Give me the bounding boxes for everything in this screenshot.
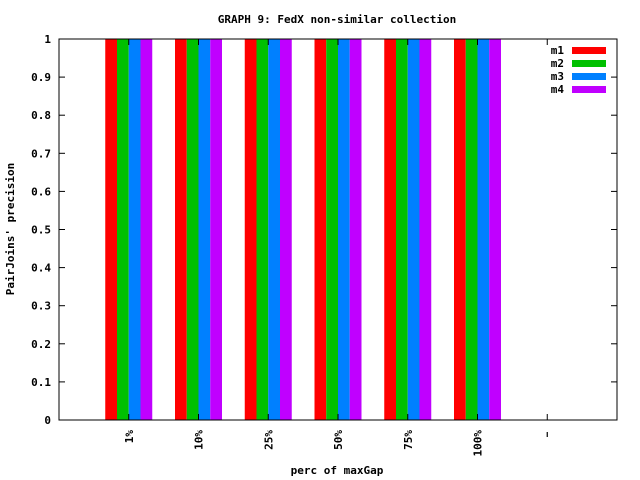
y-tick-label: 0.1 [31,376,51,389]
bar-m4-100% [489,39,501,420]
legend-swatch-m1 [572,47,606,54]
bar-m3-10% [198,39,211,420]
axes-group: 0 0.1 0.2 0.3 0.4 0.5 0.6 0.7 0.8 0.9 1 1% 10% 25% 50%… [31,33,618,457]
x-tick-label: 75% [402,430,415,450]
legend-swatch-m4 [572,86,606,93]
legend-swatch-m2 [572,60,606,67]
bar-m1-75% [384,39,396,420]
legend-label-m2: m2 [551,57,564,70]
bar-m2-50% [326,39,338,420]
y-tick-label: 0.5 [31,224,51,237]
bar-m2-1% [117,39,129,420]
bar-m2-10% [186,39,199,420]
x-tick-label: 50% [332,430,345,450]
bar-m3-100% [477,39,490,420]
y-tick-label: 0.6 [31,185,51,198]
bar-m2-75% [396,39,408,420]
y-tick-label: 0.3 [31,300,51,313]
x-tick-label: 1% [123,430,136,444]
bar-m4-10% [210,39,222,420]
bar-m3-25% [268,39,280,420]
bar-m4-1% [140,39,153,420]
bar-m1-25% [244,39,257,420]
y-tick-label: 0.7 [31,147,51,160]
bar-m4-25% [280,39,292,420]
chart-title: GRAPH 9: FedX non-similar collection [218,13,456,26]
bar-m3-75% [407,39,420,420]
bar-m1-50% [314,39,327,420]
bar-m2-25% [256,39,269,420]
bar-m4-50% [349,39,362,420]
bar-m3-50% [338,39,350,420]
y-axis-label: PairJoins' precision [4,163,17,295]
y-tick-label: 0.9 [31,71,51,84]
bar-m1-10% [175,39,187,420]
x-tick-label: 10% [193,430,206,450]
y-tick-label: 0.2 [31,338,51,351]
y-tick-label: 0.4 [31,262,51,275]
bar-m4-75% [419,39,432,420]
bar-m2-100% [465,39,478,420]
legend-label-m1: m1 [551,44,565,57]
y-tick-label: 0.8 [31,109,51,122]
bar-m3-1% [128,39,141,420]
y-tick-label: 1 [44,33,51,46]
legend-label-m4: m4 [551,83,565,96]
x-tick-label: 100% [472,430,485,457]
y-tick-label: 0 [44,414,51,427]
bar-m1-1% [105,39,117,420]
legend-label-m3: m3 [551,70,564,83]
bar-m1-100% [454,39,466,420]
x-tick-label: 25% [262,430,275,450]
legend-swatch-m3 [572,73,606,80]
bars-group [105,39,501,420]
x-axis-label: perc of maxGap [291,464,384,477]
